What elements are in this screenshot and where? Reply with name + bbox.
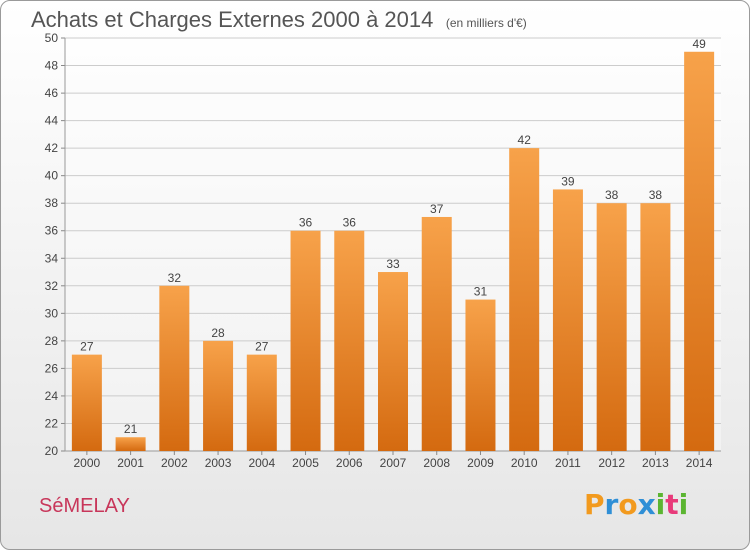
chart-title: Achats et Charges Externes 2000 à 2014 bbox=[31, 7, 434, 32]
x-tick-label: 2006 bbox=[336, 456, 363, 470]
x-tick-label: 2003 bbox=[205, 456, 232, 470]
logo-letter: x bbox=[637, 488, 656, 521]
bar-2010 bbox=[509, 148, 540, 451]
y-tick-label: 44 bbox=[45, 114, 59, 128]
logo-letter: r bbox=[604, 488, 619, 521]
y-tick-label: 38 bbox=[45, 196, 59, 210]
bar-2000 bbox=[71, 354, 102, 451]
x-tick-label: 2009 bbox=[467, 456, 494, 470]
logo-letter: i bbox=[678, 488, 689, 521]
bar-2002 bbox=[159, 285, 190, 451]
y-tick-label: 26 bbox=[45, 361, 59, 375]
y-tick-label: 34 bbox=[45, 251, 59, 265]
data-label: 42 bbox=[518, 133, 532, 147]
bar-2007 bbox=[378, 272, 408, 451]
y-tick-label: 36 bbox=[45, 224, 59, 238]
data-label: 39 bbox=[561, 174, 575, 188]
bar-2014 bbox=[684, 51, 715, 452]
y-tick-label: 22 bbox=[45, 416, 59, 430]
x-tick-label: 2008 bbox=[423, 456, 450, 470]
x-tick-label: 2012 bbox=[598, 456, 625, 470]
proxiti-logo: Proxiti bbox=[584, 488, 688, 521]
data-label: 36 bbox=[299, 216, 313, 230]
x-tick-label: 2011 bbox=[555, 456, 581, 470]
data-label: 33 bbox=[386, 257, 400, 271]
x-tick-label: 2013 bbox=[642, 456, 669, 470]
x-tick-label: 2014 bbox=[686, 456, 713, 470]
bar-2006 bbox=[334, 230, 365, 451]
x-tick-label: 2005 bbox=[292, 456, 319, 470]
logo-letter: t bbox=[665, 488, 679, 521]
data-label: 38 bbox=[649, 188, 663, 202]
bar-2004 bbox=[246, 354, 277, 451]
data-label: 21 bbox=[124, 422, 138, 436]
bar-2013 bbox=[640, 203, 671, 451]
logo-letter: i bbox=[655, 488, 666, 521]
chart-subtitle: (en milliers d'€) bbox=[445, 16, 527, 30]
x-tick-label: 2004 bbox=[248, 456, 275, 470]
y-tick-label: 32 bbox=[45, 279, 59, 293]
y-tick-label: 30 bbox=[45, 306, 59, 320]
data-label: 31 bbox=[474, 285, 488, 299]
data-label: 36 bbox=[343, 216, 357, 230]
y-tick-label: 48 bbox=[45, 59, 59, 73]
title-row: Achats et Charges Externes 2000 à 2014 (… bbox=[31, 7, 527, 33]
data-label: 27 bbox=[80, 340, 94, 354]
logo-letter: P bbox=[584, 488, 605, 521]
data-label: 28 bbox=[211, 326, 225, 340]
bar-2009 bbox=[465, 299, 496, 451]
commune-name: SéMELAY bbox=[39, 495, 130, 517]
bar-2001 bbox=[115, 437, 146, 451]
data-label: 32 bbox=[168, 271, 182, 285]
bar-2005 bbox=[290, 230, 321, 451]
y-tick-label: 50 bbox=[45, 31, 59, 45]
y-tick-label: 42 bbox=[45, 141, 59, 155]
x-tick-label: 2000 bbox=[74, 456, 101, 470]
data-label: 49 bbox=[692, 37, 706, 51]
logo-letter: o bbox=[618, 488, 638, 521]
data-label: 38 bbox=[605, 188, 619, 202]
bar-2012 bbox=[596, 203, 627, 451]
y-tick-label: 20 bbox=[45, 444, 59, 458]
bar-2003 bbox=[203, 340, 234, 451]
x-tick-label: 2010 bbox=[511, 456, 538, 470]
x-tick-label: 2002 bbox=[161, 456, 188, 470]
data-label: 27 bbox=[255, 340, 269, 354]
y-tick-label: 24 bbox=[45, 389, 59, 403]
bar-2011 bbox=[552, 189, 583, 451]
y-tick-label: 40 bbox=[45, 169, 59, 183]
x-tick-label: 2007 bbox=[380, 456, 407, 470]
data-label: 37 bbox=[430, 202, 444, 216]
y-tick-label: 28 bbox=[45, 334, 59, 348]
bar-2008 bbox=[421, 216, 452, 451]
x-tick-label: 2001 bbox=[117, 456, 144, 470]
y-tick-label: 46 bbox=[45, 86, 59, 100]
